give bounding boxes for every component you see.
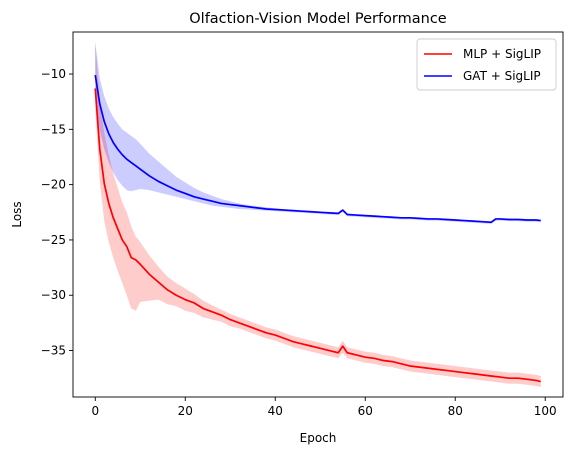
- x-axis: 0 20 40 60 80 100: [91, 397, 557, 418]
- x-tick-label: 20: [178, 404, 193, 418]
- x-tick-label: 0: [91, 404, 99, 418]
- x-tick-label: 80: [448, 404, 463, 418]
- x-axis-label: Epoch: [300, 431, 337, 445]
- series-lines: [94, 75, 541, 383]
- y-tick-label: −35: [41, 344, 66, 358]
- y-tick-label: −20: [41, 178, 66, 192]
- x-tick-label: 40: [268, 404, 283, 418]
- x-tick-label: 100: [534, 404, 557, 418]
- series-line-gat: [94, 75, 541, 224]
- y-axis-label: Loss: [10, 201, 24, 227]
- legend: MLP + SigLIP GAT + SigLIP: [416, 38, 557, 91]
- legend-label-mlp: MLP + SigLIP: [463, 47, 541, 61]
- series-line-mlp: [94, 88, 541, 383]
- y-tick-label: −15: [41, 122, 66, 136]
- plot-frame: [72, 31, 564, 398]
- legend-label-gat: GAT + SigLIP: [463, 69, 541, 83]
- legend-box: [416, 38, 557, 91]
- y-tick-label: −10: [41, 67, 66, 81]
- y-tick-label: −25: [41, 233, 66, 247]
- y-axis: −10 −15 −20 −25 −30 −35: [41, 67, 73, 358]
- chart-title: Olfaction-Vision Model Performance: [189, 11, 447, 27]
- y-tick-label: −30: [41, 288, 66, 302]
- x-tick-label: 60: [358, 404, 373, 418]
